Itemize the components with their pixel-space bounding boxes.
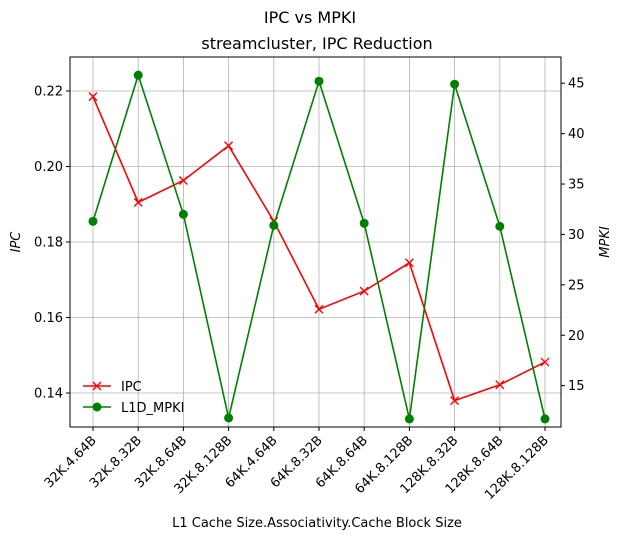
ipc-point: [540, 357, 550, 367]
ipc-point: [314, 304, 324, 314]
legend-ipc-marker: [92, 381, 102, 391]
y-axis-right-label: MPKI: [598, 226, 613, 258]
grid: [70, 57, 561, 427]
ipc-point: [133, 197, 143, 207]
y-right-tick-label: 35: [568, 178, 585, 193]
y-left-tick-label: 0.16: [34, 311, 63, 326]
ipc-point: [495, 380, 505, 390]
ipc-point: [178, 175, 188, 185]
y-right-tick-label: 30: [568, 228, 585, 243]
legend-label-ipc: IPC: [121, 380, 142, 395]
y-right-tick-label: 15: [568, 379, 585, 394]
ipc-point: [359, 286, 369, 296]
mpki-point: [269, 220, 279, 230]
y-left-tick-label: 0.22: [34, 84, 63, 99]
y-right-tick-label: 20: [568, 329, 585, 344]
series: [88, 70, 550, 424]
y-right-tick-label: 25: [568, 278, 585, 293]
mpki-point: [178, 209, 188, 219]
mpki-point: [88, 216, 98, 226]
ipc-point: [450, 396, 460, 406]
legend: IPC L1D_MPKI: [83, 380, 184, 416]
legend-mpki-marker: [92, 402, 102, 412]
y-left-tick-label: 0.14: [34, 387, 63, 402]
mpki-point: [495, 221, 505, 231]
y-right-tick-label: 45: [568, 77, 585, 92]
mpki-point: [133, 70, 143, 80]
mpki-point: [314, 76, 324, 86]
y-axis-left-label: IPC: [9, 231, 24, 253]
mpki-point: [359, 218, 369, 228]
legend-label-mpki: L1D_MPKI: [121, 401, 184, 416]
chart-subtitle: streamcluster, IPC Reduction: [201, 34, 432, 53]
y-left-tick-label: 0.18: [34, 236, 63, 251]
ipc-point: [88, 92, 98, 102]
mpki-point: [404, 414, 414, 424]
chart-title: IPC vs MPKI: [264, 8, 356, 27]
y-left-tick-label: 0.20: [34, 160, 63, 175]
ipc-point: [404, 258, 414, 268]
mpki-point: [224, 413, 234, 423]
mpki-point: [540, 414, 550, 424]
x-axis-label: L1 Cache Size.Associativity.Cache Block …: [172, 516, 462, 531]
y-right-tick-label: 40: [568, 127, 585, 142]
ipc-point: [224, 141, 234, 151]
mpki-point: [450, 79, 460, 89]
